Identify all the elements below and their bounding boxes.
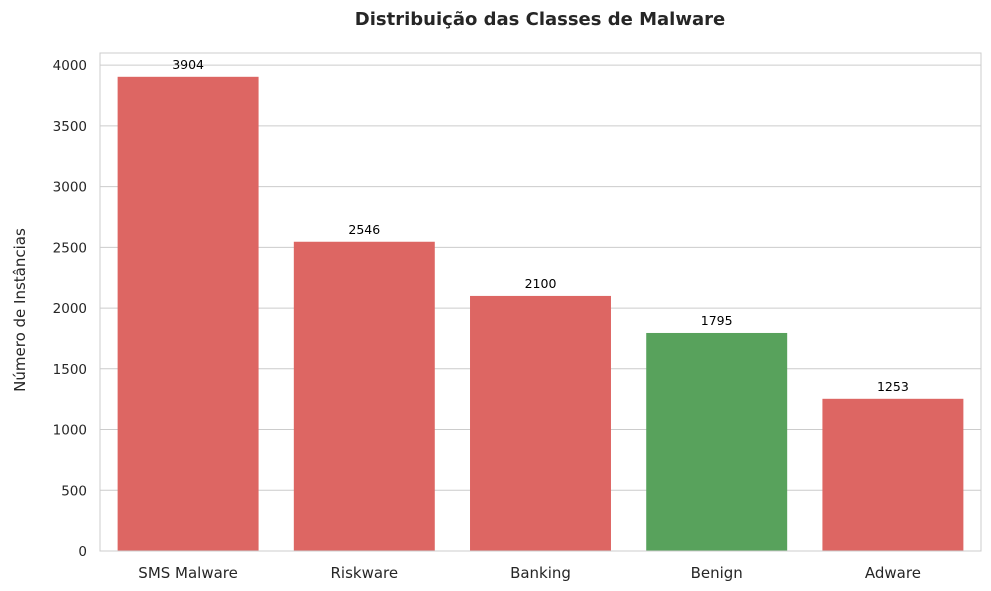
plot-frame (99, 52, 982, 552)
data-label: 2100 (525, 276, 557, 291)
y-axis-label: Número de Instâncias (11, 228, 29, 392)
bar (117, 76, 259, 552)
y-tick-label: 2000 (53, 301, 87, 317)
data-label: 2546 (348, 222, 380, 237)
x-tick-labels: SMS Malware Riskware Banking Benign Adware (138, 564, 921, 582)
y-tick-label: 0 (78, 544, 87, 560)
bar (822, 398, 964, 551)
x-tick-label: Riskware (330, 564, 398, 582)
bar (293, 241, 435, 551)
x-tick-label: Banking (510, 564, 571, 582)
data-labels-group: 3904 2546 2100 1795 1253 (172, 57, 909, 394)
bars-group (117, 76, 964, 552)
y-tick-label: 1500 (53, 362, 87, 378)
bar (646, 332, 788, 551)
data-label: 1795 (701, 313, 733, 328)
data-label: 1253 (877, 379, 909, 394)
y-tick-label: 1000 (53, 423, 87, 439)
y-tick-labels: 0 500 1000 1500 2000 2500 3000 3500 4000 (53, 58, 87, 560)
chart-title: Distribuição das Classes de Malware (355, 9, 725, 30)
y-tick-label: 3000 (53, 180, 87, 196)
y-tick-label: 4000 (53, 58, 87, 74)
x-tick-label: Adware (865, 564, 921, 582)
data-label: 3904 (172, 57, 204, 72)
x-tick-label: Benign (691, 564, 743, 582)
y-tick-label: 2500 (53, 240, 87, 256)
y-tick-label: 3500 (53, 119, 87, 135)
bar (470, 295, 611, 551)
x-tick-label: SMS Malware (138, 564, 238, 582)
y-tick-label: 500 (61, 483, 87, 499)
